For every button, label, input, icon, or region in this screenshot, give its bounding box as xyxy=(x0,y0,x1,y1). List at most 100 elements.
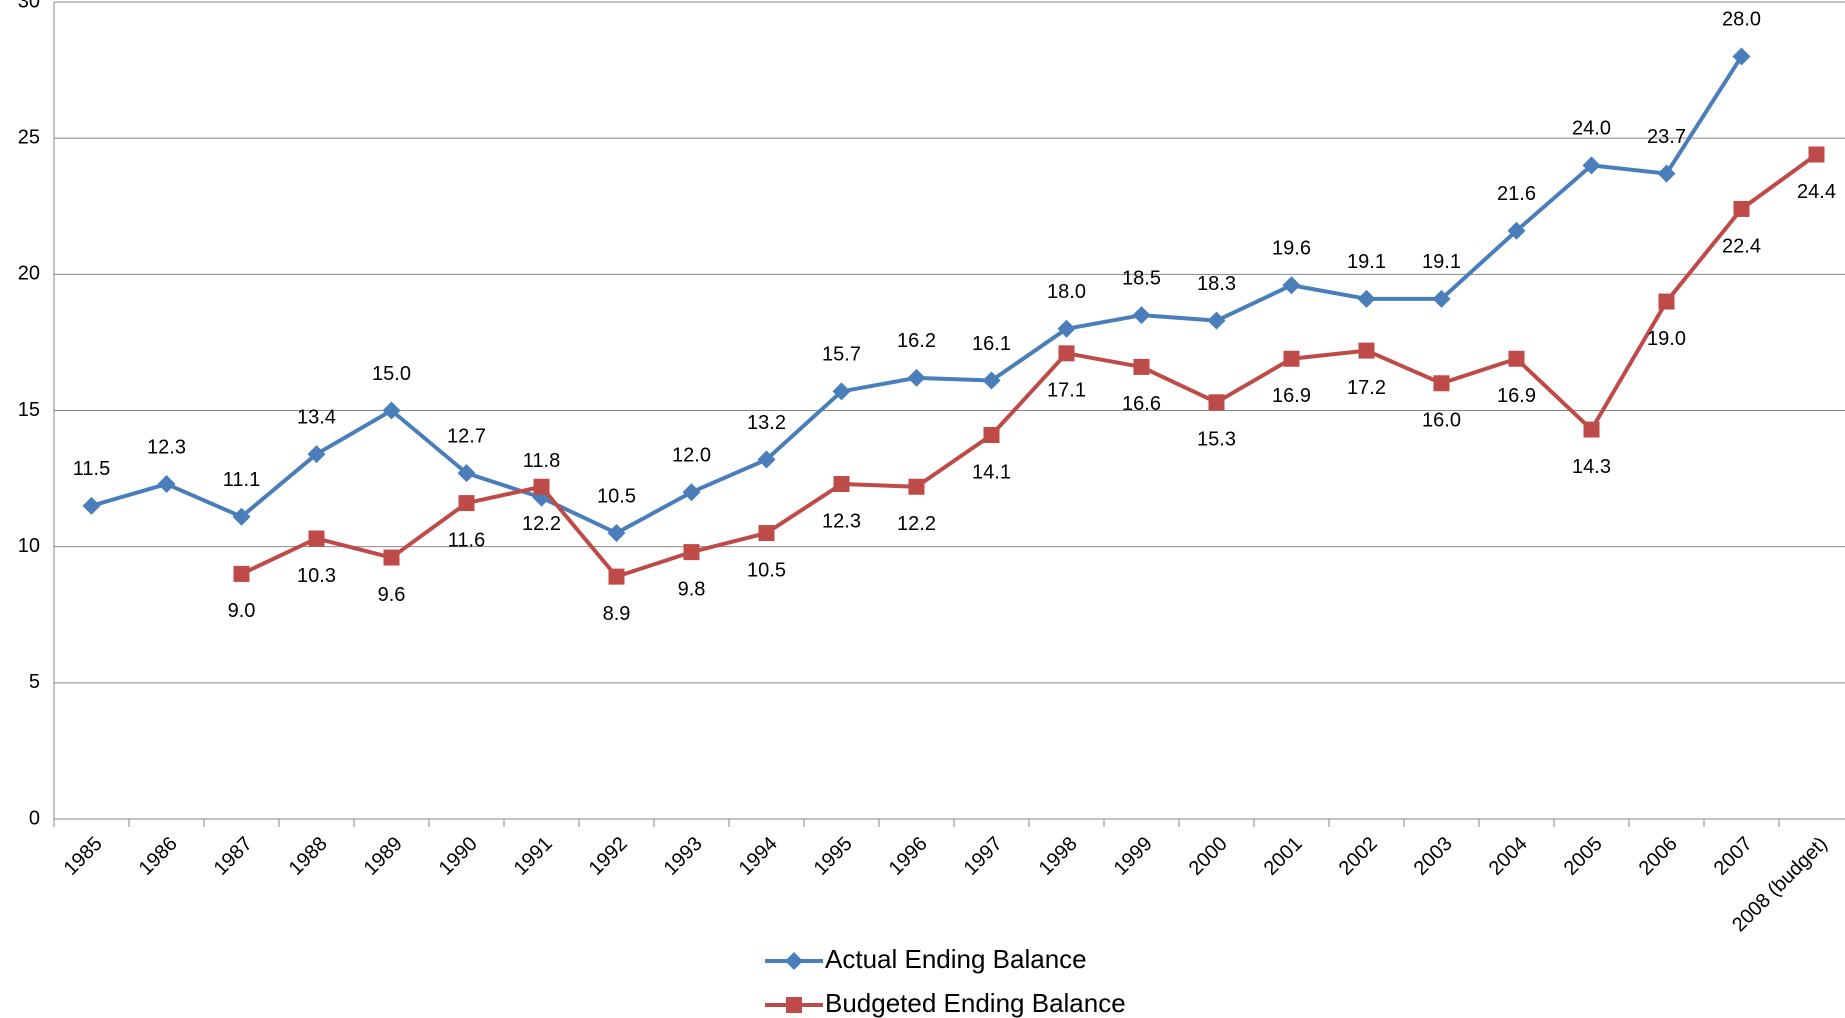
x-tick-label: 1992 xyxy=(585,833,632,880)
data-label: 16.2 xyxy=(897,330,936,352)
data-label: 10.5 xyxy=(597,485,636,507)
data-label: 19.1 xyxy=(1422,251,1461,273)
x-tick-label: 2006 xyxy=(1635,833,1682,880)
data-label: 11.5 xyxy=(73,458,110,480)
series-line xyxy=(240,152,1818,579)
data-label: 12.7 xyxy=(447,425,486,447)
data-point xyxy=(757,450,776,469)
data-label: 11.6 xyxy=(448,529,485,551)
data-point xyxy=(383,549,400,566)
data-label: 11.8 xyxy=(523,450,560,472)
data-point xyxy=(982,371,1001,390)
data-label: 14.1 xyxy=(972,461,1011,483)
data-label: 22.4 xyxy=(1722,235,1761,257)
data-label: 9.8 xyxy=(678,578,706,600)
data-point xyxy=(1282,276,1301,295)
data-point xyxy=(1358,342,1375,359)
data-label: 19.6 xyxy=(1272,238,1311,260)
x-tick-label: 2001 xyxy=(1260,833,1307,880)
data-point xyxy=(1207,311,1226,330)
y-tick-label: 5 xyxy=(29,671,40,693)
data-label: 12.3 xyxy=(822,510,861,532)
data-point xyxy=(1583,421,1600,438)
data-point xyxy=(1133,358,1150,375)
data-point xyxy=(382,401,401,420)
data-point xyxy=(308,530,325,547)
data-point xyxy=(1057,319,1076,338)
data-point xyxy=(1132,306,1151,325)
data-label: 15.7 xyxy=(822,344,861,366)
data-point xyxy=(1733,200,1750,217)
data-point xyxy=(758,525,775,542)
data-label: 12.2 xyxy=(522,513,561,535)
x-tick-label: 1986 xyxy=(135,833,182,880)
x-tick-label: 1999 xyxy=(1110,833,1157,880)
data-point xyxy=(1732,47,1751,66)
data-point xyxy=(832,382,851,401)
data-label: 15.3 xyxy=(1197,429,1236,451)
data-label: 12.2 xyxy=(897,513,936,535)
data-point xyxy=(1582,156,1601,175)
y-tick-label: 20 xyxy=(18,263,40,285)
data-label: 13.4 xyxy=(297,406,336,428)
data-label: 10.5 xyxy=(747,559,786,581)
data-point xyxy=(682,483,701,502)
data-point xyxy=(82,496,101,515)
data-point xyxy=(908,478,925,495)
data-label: 24.0 xyxy=(1572,118,1611,140)
x-tick-label: 1997 xyxy=(960,833,1007,880)
data-label: 13.2 xyxy=(747,412,786,434)
data-point xyxy=(1658,293,1675,310)
series-line xyxy=(90,55,1744,536)
x-tick-label: 1994 xyxy=(735,833,782,880)
data-label: 12.0 xyxy=(672,444,711,466)
x-tick-label: 1998 xyxy=(1035,833,1082,880)
legend-label: Budgeted Ending Balance xyxy=(825,988,1126,1018)
x-tick-label: 2005 xyxy=(1560,833,1607,880)
data-point xyxy=(1283,350,1300,367)
data-label: 18.3 xyxy=(1197,273,1236,295)
data-label: 14.3 xyxy=(1572,456,1611,478)
data-point xyxy=(1507,221,1526,240)
data-point xyxy=(1433,375,1450,392)
data-point xyxy=(683,544,700,561)
data-point xyxy=(907,368,926,387)
x-tick-label: 1996 xyxy=(885,833,932,880)
data-point xyxy=(1808,146,1825,163)
data-label: 18.0 xyxy=(1047,281,1086,303)
data-label: 9.6 xyxy=(378,584,406,606)
legend-marker xyxy=(785,952,803,970)
data-point xyxy=(1657,164,1676,183)
data-label: 15.0 xyxy=(372,363,411,385)
data-label: 10.3 xyxy=(297,565,336,587)
legend-marker xyxy=(786,997,802,1013)
data-point xyxy=(608,568,625,585)
data-point xyxy=(607,524,626,543)
data-label: 16.0 xyxy=(1422,410,1461,432)
data-point xyxy=(233,565,250,582)
data-point xyxy=(1208,394,1225,411)
data-label: 19.1 xyxy=(1347,251,1386,273)
data-point xyxy=(983,427,1000,444)
x-tick-label: 2007 xyxy=(1710,833,1757,880)
data-label: 9.0 xyxy=(228,600,256,622)
x-tick-label: 1993 xyxy=(660,833,707,880)
data-point xyxy=(157,475,176,494)
data-point xyxy=(1058,345,1075,362)
data-label: 16.6 xyxy=(1122,393,1161,415)
y-tick-label: 30 xyxy=(18,0,40,12)
data-label: 18.5 xyxy=(1122,267,1161,289)
data-label: 11.1 xyxy=(223,469,260,491)
data-label: 12.3 xyxy=(147,436,186,458)
data-label: 19.0 xyxy=(1647,328,1686,350)
y-tick-label: 0 xyxy=(29,807,40,829)
x-tick-label: 2004 xyxy=(1485,833,1532,880)
data-label: 16.9 xyxy=(1497,385,1536,407)
x-tick-label: 1988 xyxy=(285,833,332,880)
data-point xyxy=(533,478,550,495)
x-tick-label: 2000 xyxy=(1185,833,1232,880)
legend-label: Actual Ending Balance xyxy=(825,944,1087,974)
data-point xyxy=(232,507,251,526)
y-tick-label: 10 xyxy=(18,535,40,557)
